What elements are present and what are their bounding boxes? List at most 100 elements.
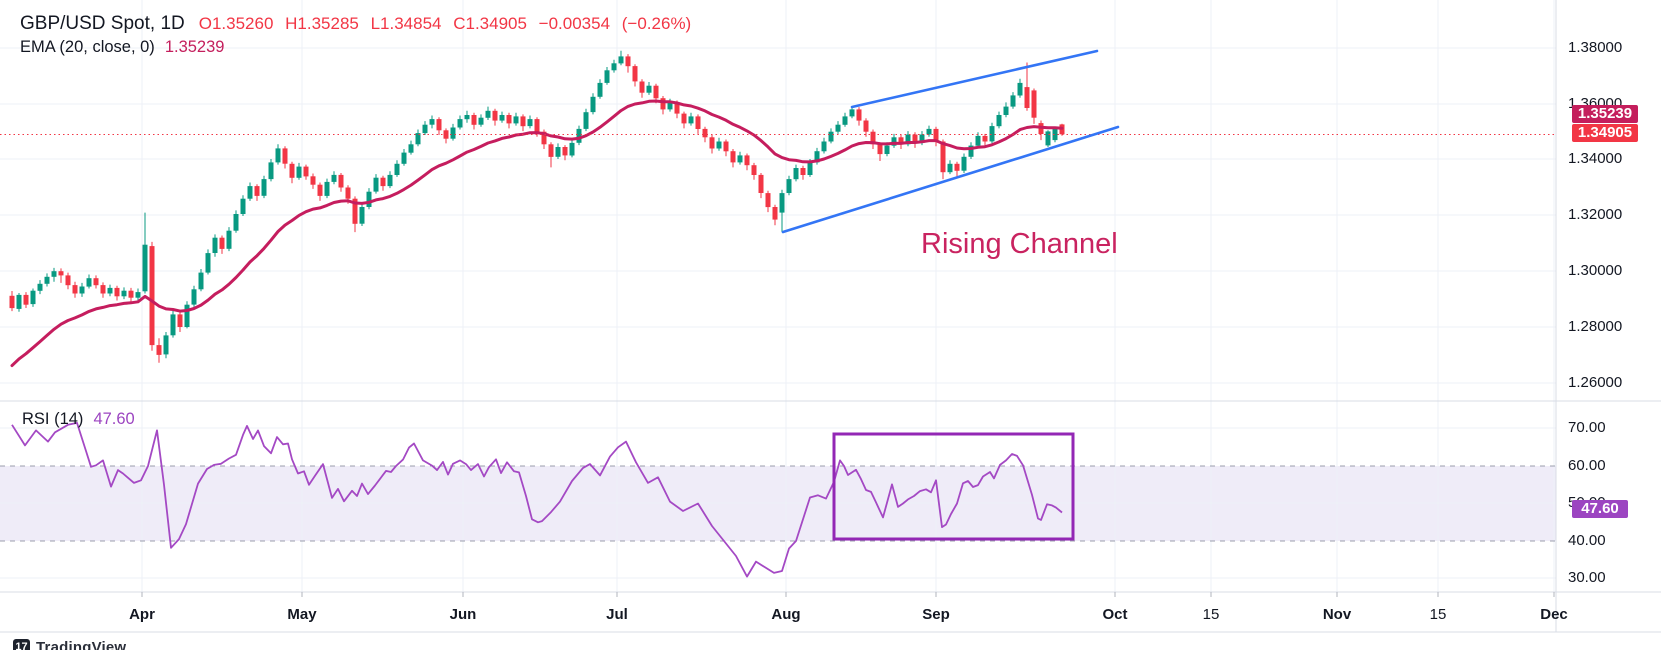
candle[interactable] [373, 177, 379, 192]
candle[interactable] [471, 115, 477, 125]
candle[interactable] [975, 135, 981, 146]
rising-channel-lower-line[interactable] [781, 125, 1120, 234]
candle[interactable] [247, 186, 253, 199]
candle[interactable] [863, 120, 869, 132]
candle[interactable] [779, 193, 785, 213]
candle[interactable] [212, 237, 218, 253]
candle[interactable] [296, 166, 302, 178]
candle[interactable] [380, 177, 386, 187]
candle[interactable] [387, 174, 393, 187]
candle[interactable] [317, 184, 323, 196]
candle[interactable] [961, 156, 967, 171]
candle[interactable] [590, 96, 596, 113]
candle[interactable] [856, 109, 862, 121]
candle[interactable] [1031, 90, 1037, 118]
candle[interactable] [219, 237, 225, 249]
candle[interactable] [611, 63, 617, 71]
symbol-legend-row[interactable]: GBP/USD Spot, 1D O1.35260 H1.35285 L1.348… [20, 12, 691, 35]
candle[interactable] [548, 144, 554, 157]
candle[interactable] [695, 116, 701, 129]
candle[interactable] [884, 145, 890, 154]
candle[interactable] [65, 275, 71, 286]
candle[interactable] [877, 144, 883, 155]
candle[interactable] [786, 179, 792, 193]
candle[interactable] [205, 253, 211, 273]
candle[interactable] [86, 278, 92, 287]
candle[interactable] [121, 290, 127, 297]
candle[interactable] [352, 198, 358, 224]
candle[interactable] [422, 124, 428, 134]
candle[interactable] [485, 110, 491, 118]
candle[interactable] [72, 285, 78, 294]
candle[interactable] [233, 214, 239, 231]
candle[interactable] [730, 151, 736, 163]
candle[interactable] [541, 131, 547, 145]
candle[interactable] [905, 134, 911, 145]
candle[interactable] [450, 127, 456, 139]
candle[interactable] [310, 176, 316, 185]
candle[interactable] [940, 141, 946, 173]
candle[interactable] [1052, 127, 1058, 141]
candle[interactable] [93, 278, 99, 286]
candle[interactable] [758, 174, 764, 193]
candle[interactable] [401, 152, 407, 164]
candle[interactable] [156, 345, 162, 355]
candle[interactable] [324, 181, 330, 196]
candle[interactable] [751, 165, 757, 175]
candle[interactable] [597, 82, 603, 97]
candle[interactable] [23, 294, 29, 305]
candle[interactable] [660, 98, 666, 110]
candle[interactable] [520, 116, 526, 127]
candle[interactable] [639, 81, 645, 93]
candle[interactable] [800, 168, 806, 175]
ema-line[interactable] [10, 99, 1064, 368]
candle[interactable] [198, 272, 204, 290]
candle[interactable] [702, 128, 708, 138]
candle[interactable] [919, 134, 925, 143]
candle[interactable] [184, 304, 190, 327]
candle[interactable] [989, 126, 995, 142]
candle[interactable] [415, 133, 421, 145]
candle[interactable] [289, 163, 295, 178]
candle[interactable] [170, 314, 176, 336]
candle[interactable] [898, 137, 904, 145]
candle[interactable] [261, 179, 267, 196]
candle[interactable] [835, 124, 841, 132]
candle[interactable] [345, 187, 351, 199]
candle[interactable] [688, 116, 694, 124]
candle[interactable] [128, 290, 134, 298]
candle[interactable] [765, 193, 771, 208]
candle[interactable] [968, 145, 974, 157]
candle[interactable] [191, 289, 197, 305]
candle[interactable] [506, 115, 512, 124]
candle[interactable] [44, 276, 50, 284]
candle[interactable] [163, 335, 169, 355]
candle[interactable] [268, 162, 274, 180]
candle[interactable] [1045, 131, 1051, 146]
candle[interactable] [562, 147, 568, 156]
candle[interactable] [58, 271, 64, 276]
candle[interactable] [51, 271, 57, 277]
candle[interactable] [527, 119, 533, 127]
candle[interactable] [926, 128, 932, 135]
candle[interactable] [646, 85, 652, 93]
candle[interactable] [16, 294, 22, 309]
candle[interactable] [625, 56, 631, 67]
candle[interactable] [142, 244, 148, 292]
candle[interactable] [135, 292, 141, 298]
candle[interactable] [737, 155, 743, 163]
candle[interactable] [464, 115, 470, 120]
candle[interactable] [583, 112, 589, 129]
candle[interactable] [912, 134, 918, 143]
candle[interactable] [891, 137, 897, 146]
candle[interactable] [9, 295, 15, 309]
candle[interactable] [513, 116, 519, 124]
candle[interactable] [303, 166, 309, 177]
candle[interactable] [849, 109, 855, 117]
candle[interactable] [408, 144, 414, 153]
candle[interactable] [870, 131, 876, 145]
candle[interactable] [807, 162, 813, 175]
candle[interactable] [394, 163, 400, 175]
candle[interactable] [709, 137, 715, 149]
